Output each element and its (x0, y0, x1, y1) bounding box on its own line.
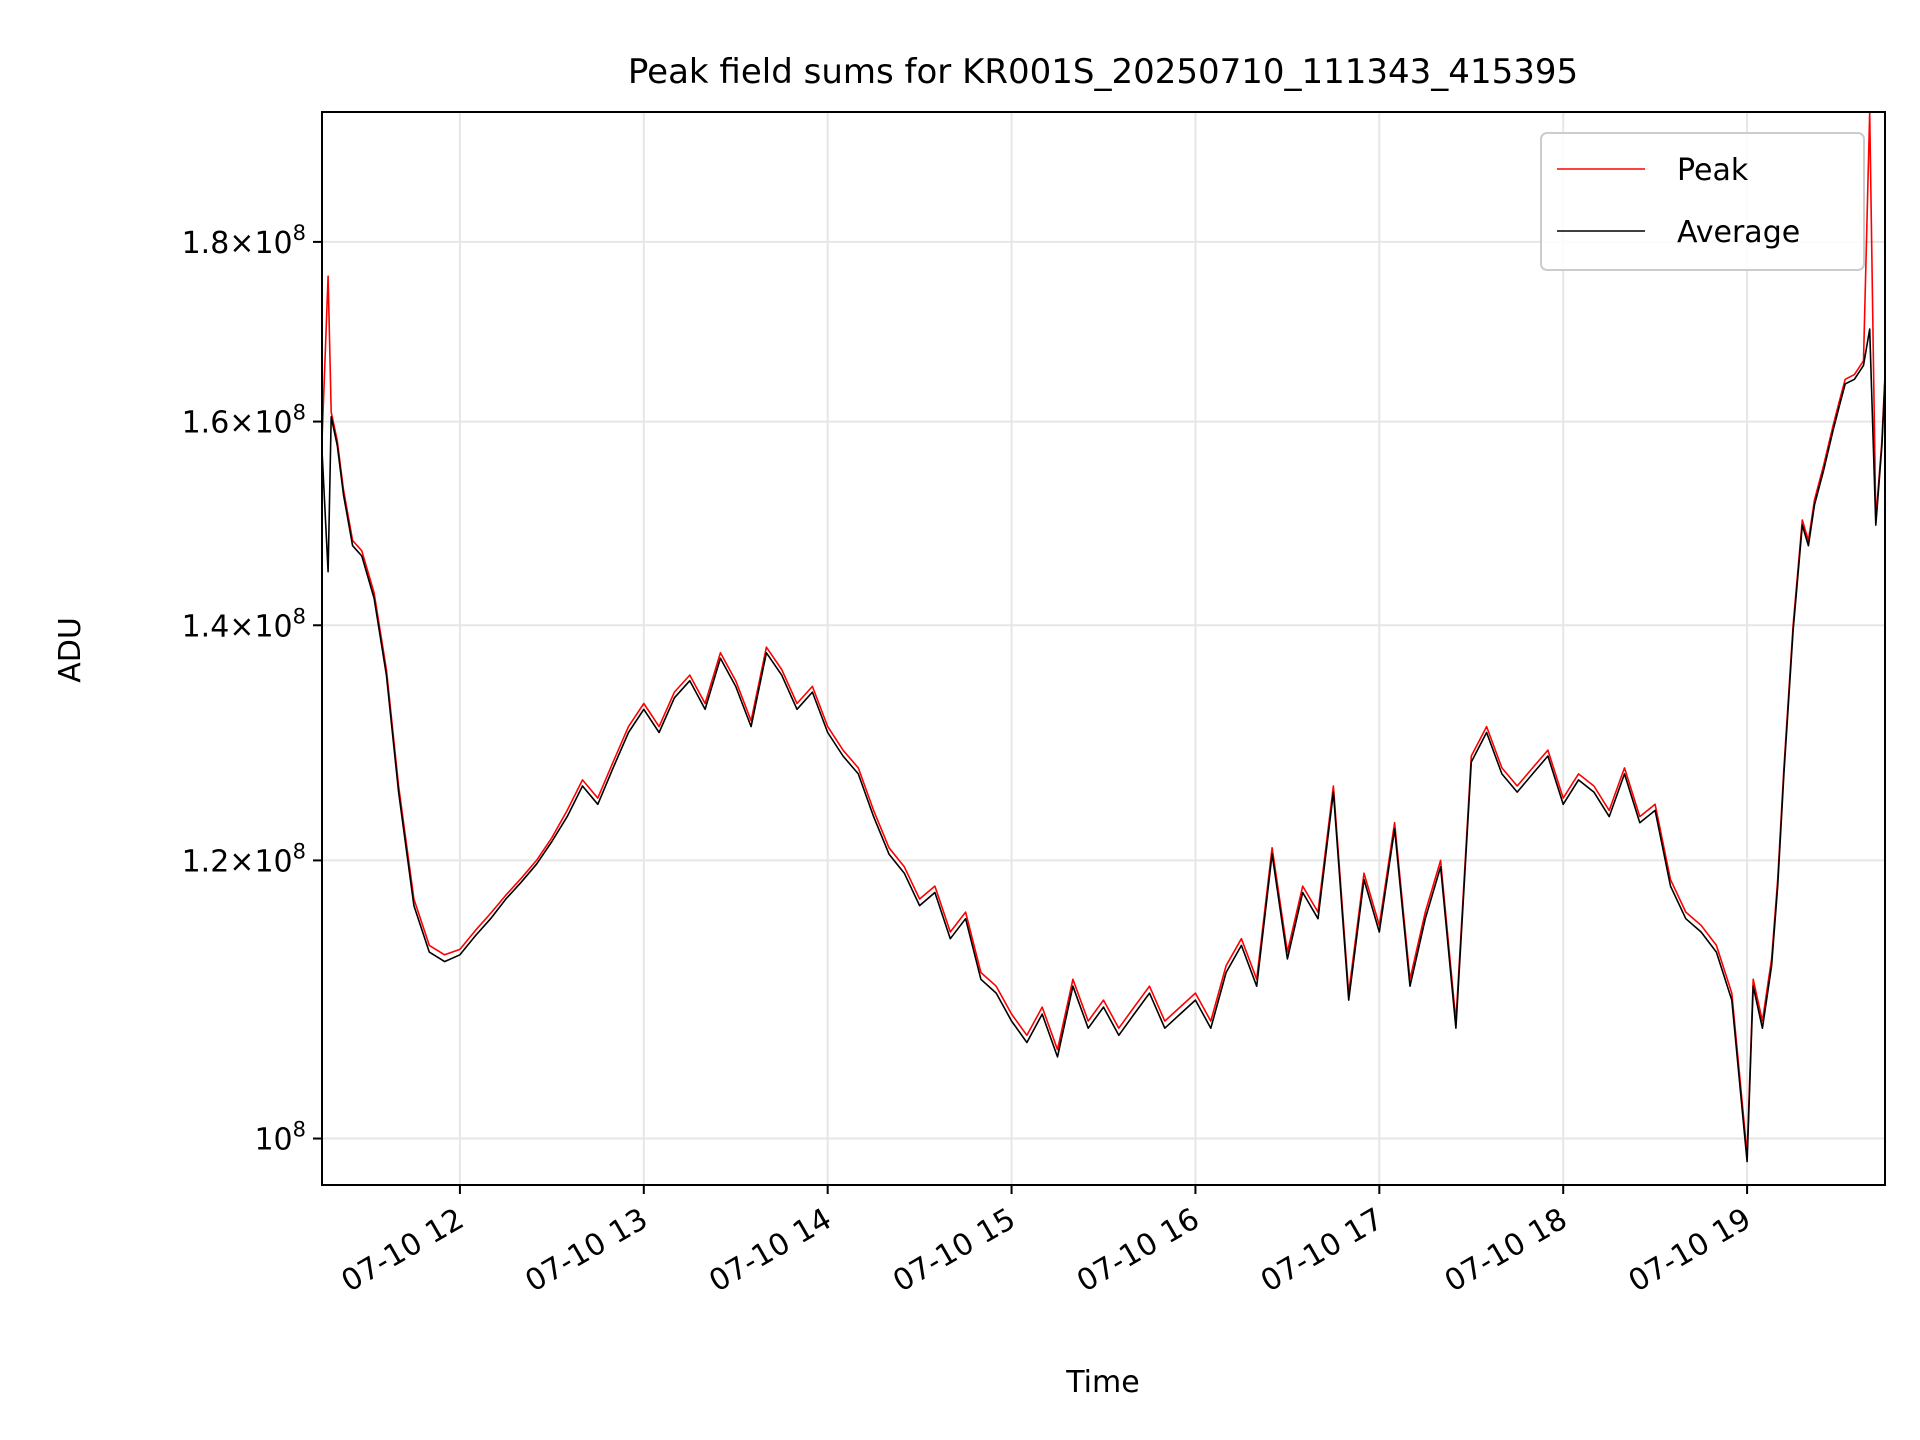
series-line-average (322, 328, 1885, 1163)
y-tick-label: 1.8×108 (182, 221, 306, 261)
legend-box (1540, 132, 1865, 271)
x-axis-label: Time (1065, 1365, 1139, 1400)
y-axis: 108 1.2×108 1.4×108 1.6×108 1.8×108 (182, 221, 322, 1158)
y-tick-label: 1.6×108 (182, 401, 306, 441)
y-tick-label: 1.4×108 (182, 604, 306, 644)
y-axis-label: ADU (53, 617, 88, 683)
legend-average-label: Average (1677, 215, 1800, 250)
legend: Peak Average (1540, 132, 1865, 271)
chart-title: Peak field sums for KR001S_20250710_1113… (628, 52, 1578, 92)
legend-peak-label: Peak (1677, 153, 1749, 188)
gridlines (322, 112, 1885, 1185)
y-tick-label: 108 (254, 1118, 306, 1158)
plot-area (322, 112, 1885, 1163)
y-tick-label: 1.2×108 (182, 839, 306, 879)
plot-frame (321, 111, 1886, 1186)
